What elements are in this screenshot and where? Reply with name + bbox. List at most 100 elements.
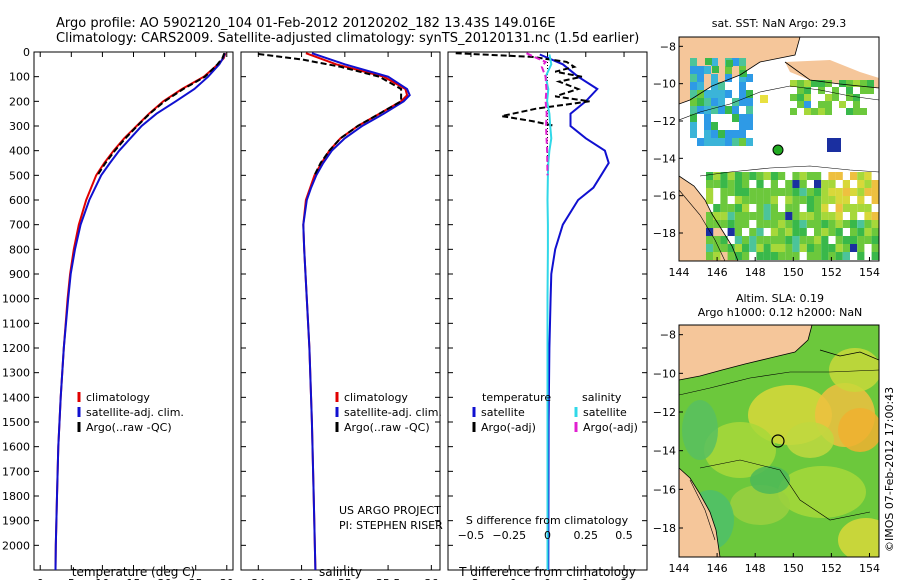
sst-cell	[814, 204, 822, 212]
sst-cell	[697, 138, 704, 146]
y-tick-label: 1100	[2, 317, 30, 330]
sst-cell	[821, 212, 829, 220]
sst-cell	[850, 236, 858, 244]
sst-cell	[734, 228, 742, 236]
sst-cell	[825, 101, 832, 108]
series-line-2	[258, 53, 403, 176]
sst-cell	[799, 220, 807, 228]
sst-cell	[857, 188, 865, 196]
sst-cell	[725, 66, 732, 74]
sst-cell	[818, 80, 825, 87]
map-y-tick-label: −18	[653, 227, 676, 240]
sst-cell	[705, 58, 712, 65]
sst-cell	[690, 106, 697, 114]
sst-cell	[846, 80, 853, 87]
sst-cell	[706, 228, 714, 236]
sst-cell	[867, 80, 874, 87]
map-x-tick-label: 148	[745, 266, 766, 279]
sla-anomaly-blob	[838, 518, 879, 557]
top-tick-label: 0.25	[574, 529, 599, 542]
y-tick-label: 800	[9, 243, 30, 256]
sst-cell	[749, 236, 757, 244]
sst-cell	[846, 87, 853, 94]
sst-cell	[828, 212, 836, 220]
sst-cell	[734, 188, 742, 196]
sst-cell	[864, 236, 872, 244]
sla-anomaly-blob	[682, 400, 718, 460]
legend-label: climatology	[86, 391, 150, 404]
sla-bathymetry-contour	[679, 369, 879, 541]
legend-label: satellite-adj. clim.	[86, 406, 184, 419]
sst-cell	[864, 220, 872, 228]
sst-cell	[732, 106, 739, 114]
sst-cell	[850, 204, 858, 212]
legend-header: temperature	[482, 391, 551, 404]
sst-cell	[704, 98, 711, 106]
sst-cell	[827, 138, 841, 152]
y-tick-label: 500	[9, 169, 30, 182]
sst-cell	[842, 196, 850, 204]
map-x-tick-label: 146	[707, 562, 728, 575]
sst-cell	[828, 188, 836, 196]
sst-cell	[814, 212, 822, 220]
sla-anomaly-blob	[704, 422, 776, 478]
sst-cell	[857, 236, 865, 244]
sst-cell	[732, 114, 739, 122]
sst-cell	[806, 212, 814, 220]
sst-cell	[770, 172, 778, 180]
x-tick-label: 34.5	[289, 577, 314, 580]
sst-cell	[727, 180, 735, 188]
sst-cell	[706, 252, 714, 260]
sst-heatmap-cells	[690, 58, 879, 260]
sst-cell	[797, 87, 804, 94]
sst-cell	[720, 220, 728, 228]
y-tick-label: 1200	[2, 342, 30, 355]
header-line1: Argo profile: AO 5902120_104 01-Feb-2012…	[56, 16, 556, 31]
sst-cell	[734, 204, 742, 212]
sst-cell	[756, 172, 764, 180]
sla-map-axes: 144 146 148 150 152 154 −8 −10 −12 −14 −16 −18	[653, 329, 880, 575]
sst-cell	[718, 130, 725, 138]
sst-cell	[828, 244, 836, 252]
sst-cell	[821, 244, 829, 252]
map-x-tick-label: 152	[821, 266, 842, 279]
sst-cell	[718, 106, 725, 114]
sst-cell	[706, 180, 714, 188]
sst-cell	[763, 172, 771, 180]
sst-cell	[739, 130, 746, 138]
sst-cell	[871, 180, 879, 188]
sst-cell	[725, 74, 732, 82]
sst-cell	[825, 94, 832, 101]
sst-cell	[739, 122, 746, 130]
sst-cell	[763, 188, 771, 196]
y-tick-label: 1600	[2, 441, 30, 454]
sst-cell	[835, 236, 843, 244]
y-tick-label: 1500	[2, 416, 30, 429]
map-y-tick-label: −12	[653, 406, 676, 419]
sst-cell	[857, 252, 865, 260]
sst-argo-position	[772, 144, 784, 156]
x-tick-label: 0	[37, 577, 44, 580]
sla-coastline	[679, 325, 879, 557]
sst-cell	[857, 244, 865, 252]
sst-cell	[778, 252, 786, 260]
project-annotation: US ARGO PROJECT	[339, 504, 441, 517]
sst-cell	[860, 108, 867, 115]
map-y-tick-label: −10	[653, 367, 676, 380]
map-y-tick-label: −18	[653, 522, 676, 535]
sst-cell	[821, 228, 829, 236]
sst-cell	[797, 94, 804, 101]
sst-cell	[763, 196, 771, 204]
sst-cell	[814, 188, 822, 196]
series-line-1	[302, 52, 411, 571]
sst-cell	[763, 204, 771, 212]
sst-cell	[742, 204, 750, 212]
sst-cell	[871, 236, 879, 244]
sst-cell	[797, 80, 804, 87]
sst-cell	[718, 82, 725, 90]
sst-cell	[749, 244, 757, 252]
sst-cell	[711, 122, 718, 130]
sst-cell	[727, 172, 735, 180]
sla-map-panel: Altim. SLA: 0.19 Argo h1000: 0.12 h2000:…	[653, 292, 880, 575]
sst-cell	[690, 58, 697, 66]
